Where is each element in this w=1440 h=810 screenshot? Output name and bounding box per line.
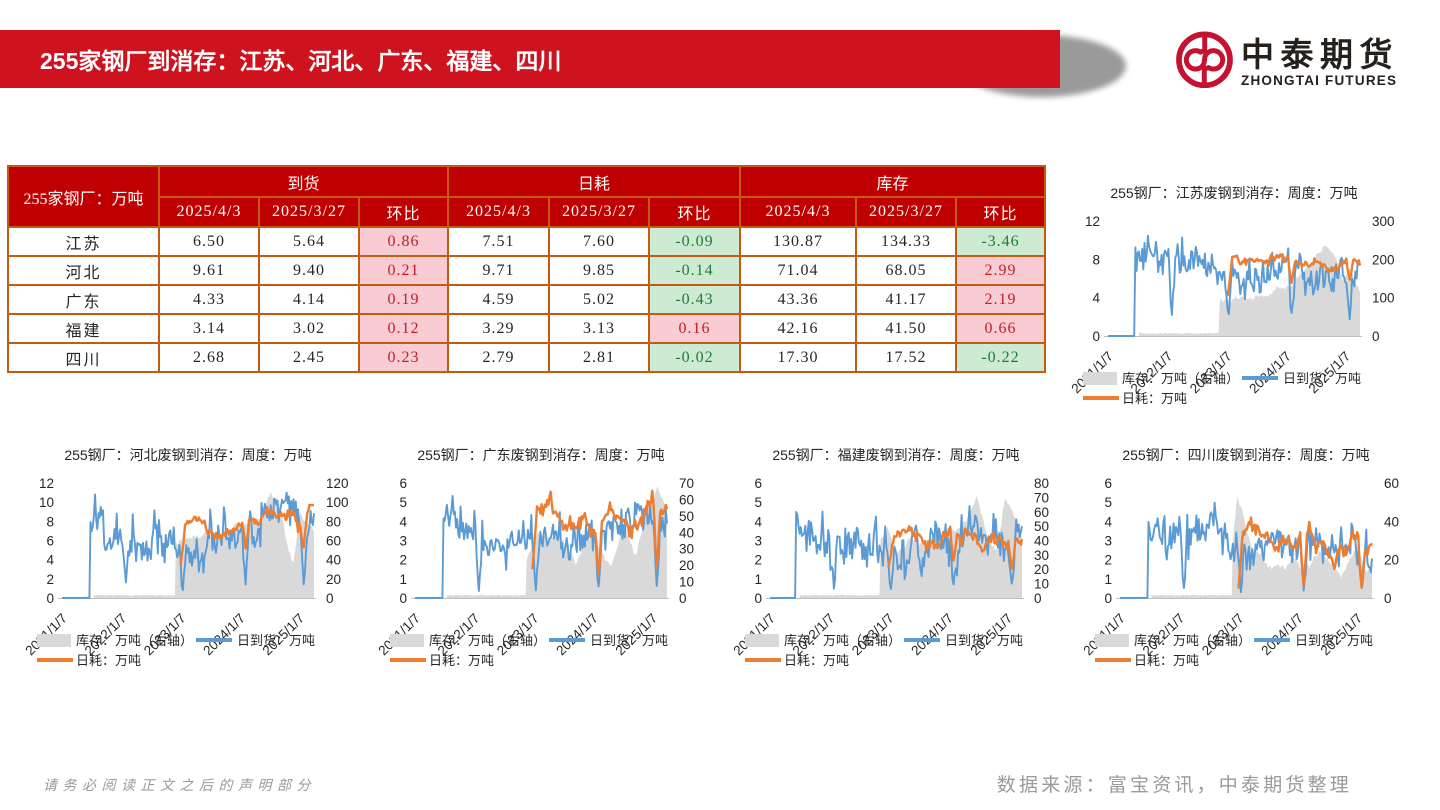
svg-text:10: 10 — [1034, 577, 1049, 592]
svg-text:3: 3 — [399, 534, 407, 549]
svg-text:0: 0 — [1384, 591, 1392, 606]
svg-text:0: 0 — [1092, 329, 1100, 344]
svg-text:80: 80 — [326, 514, 341, 529]
svg-text:3: 3 — [1104, 534, 1112, 549]
svg-text:日到货：万吨: 日到货：万吨 — [590, 633, 668, 648]
svg-text:日到货：万吨: 日到货：万吨 — [945, 633, 1023, 648]
svg-text:库存：万吨（右轴）: 库存：万吨（右轴） — [429, 633, 546, 648]
svg-text:5: 5 — [1104, 495, 1112, 510]
svg-text:70: 70 — [1034, 490, 1049, 505]
svg-text:20: 20 — [1384, 553, 1399, 568]
svg-text:20: 20 — [679, 558, 694, 573]
svg-text:255钢厂：福建废钢到消存：周度：万吨: 255钢厂：福建废钢到消存：周度：万吨 — [772, 447, 1019, 463]
svg-text:日耗：万吨: 日耗：万吨 — [76, 653, 141, 668]
svg-text:库存：万吨（右轴）: 库存：万吨（右轴） — [1134, 633, 1251, 648]
svg-text:0: 0 — [679, 591, 687, 606]
svg-text:10: 10 — [39, 495, 54, 510]
svg-text:100: 100 — [1372, 291, 1395, 306]
svg-text:6: 6 — [46, 534, 54, 549]
svg-text:1: 1 — [1104, 572, 1112, 587]
svg-text:4: 4 — [46, 553, 54, 568]
svg-text:2: 2 — [46, 572, 54, 587]
svg-text:1: 1 — [399, 572, 407, 587]
svg-text:40: 40 — [679, 525, 694, 540]
svg-text:日到货：万吨: 日到货：万吨 — [1283, 371, 1361, 386]
svg-text:40: 40 — [1034, 534, 1049, 549]
svg-text:库存：万吨（右轴）: 库存：万吨（右轴） — [1122, 371, 1239, 386]
svg-text:60: 60 — [1034, 505, 1049, 520]
svg-text:60: 60 — [679, 492, 694, 507]
svg-text:库存：万吨（右轴）: 库存：万吨（右轴） — [76, 633, 193, 648]
svg-text:50: 50 — [679, 509, 694, 524]
svg-text:40: 40 — [1384, 514, 1399, 529]
svg-text:80: 80 — [1034, 476, 1049, 491]
svg-text:30: 30 — [679, 542, 694, 557]
svg-text:2: 2 — [754, 553, 762, 568]
svg-text:0: 0 — [754, 591, 762, 606]
svg-text:10: 10 — [679, 575, 694, 590]
svg-text:日耗：万吨: 日耗：万吨 — [1122, 391, 1187, 406]
svg-text:5: 5 — [754, 495, 762, 510]
svg-text:0: 0 — [326, 591, 334, 606]
svg-text:日到货：万吨: 日到货：万吨 — [1295, 633, 1373, 648]
svg-text:120: 120 — [326, 476, 349, 491]
svg-text:70: 70 — [679, 476, 694, 491]
svg-text:0: 0 — [46, 591, 54, 606]
svg-text:100: 100 — [326, 495, 349, 510]
svg-text:6: 6 — [399, 476, 407, 491]
svg-text:6: 6 — [754, 476, 762, 491]
svg-text:30: 30 — [1034, 548, 1049, 563]
svg-text:0: 0 — [1034, 591, 1042, 606]
svg-text:0: 0 — [399, 591, 407, 606]
svg-text:60: 60 — [326, 534, 341, 549]
svg-text:200: 200 — [1372, 252, 1395, 267]
svg-text:1: 1 — [754, 572, 762, 587]
svg-text:8: 8 — [1092, 252, 1100, 267]
svg-text:8: 8 — [46, 514, 54, 529]
svg-text:20: 20 — [326, 572, 341, 587]
svg-text:日耗：万吨: 日耗：万吨 — [429, 653, 494, 668]
svg-text:255钢厂：江苏废钢到消存：周度：万吨: 255钢厂：江苏废钢到消存：周度：万吨 — [1110, 185, 1357, 201]
svg-text:4: 4 — [1092, 291, 1100, 306]
svg-text:库存：万吨（右轴）: 库存：万吨（右轴） — [784, 633, 901, 648]
svg-text:2: 2 — [399, 553, 407, 568]
svg-text:日到货：万吨: 日到货：万吨 — [237, 633, 315, 648]
svg-text:12: 12 — [39, 476, 54, 491]
svg-text:4: 4 — [399, 514, 407, 529]
svg-text:300: 300 — [1372, 214, 1395, 229]
svg-text:50: 50 — [1034, 519, 1049, 534]
svg-text:12: 12 — [1085, 214, 1100, 229]
svg-text:0: 0 — [1104, 591, 1112, 606]
svg-text:60: 60 — [1384, 476, 1399, 491]
svg-text:255钢厂：广东废钢到消存：周度：万吨: 255钢厂：广东废钢到消存：周度：万吨 — [417, 447, 664, 463]
svg-text:日耗：万吨: 日耗：万吨 — [784, 653, 849, 668]
svg-text:3: 3 — [754, 534, 762, 549]
svg-text:日耗：万吨: 日耗：万吨 — [1134, 653, 1199, 668]
svg-text:255钢厂：河北废钢到消存：周度：万吨: 255钢厂：河北废钢到消存：周度：万吨 — [64, 447, 311, 463]
svg-text:6: 6 — [1104, 476, 1112, 491]
svg-text:20: 20 — [1034, 562, 1049, 577]
svg-text:4: 4 — [754, 514, 762, 529]
svg-text:0: 0 — [1372, 329, 1380, 344]
svg-text:40: 40 — [326, 553, 341, 568]
svg-text:2: 2 — [1104, 553, 1112, 568]
svg-text:4: 4 — [1104, 514, 1112, 529]
svg-text:255钢厂：四川废钢到消存：周度：万吨: 255钢厂：四川废钢到消存：周度：万吨 — [1122, 447, 1369, 463]
svg-text:5: 5 — [399, 495, 407, 510]
